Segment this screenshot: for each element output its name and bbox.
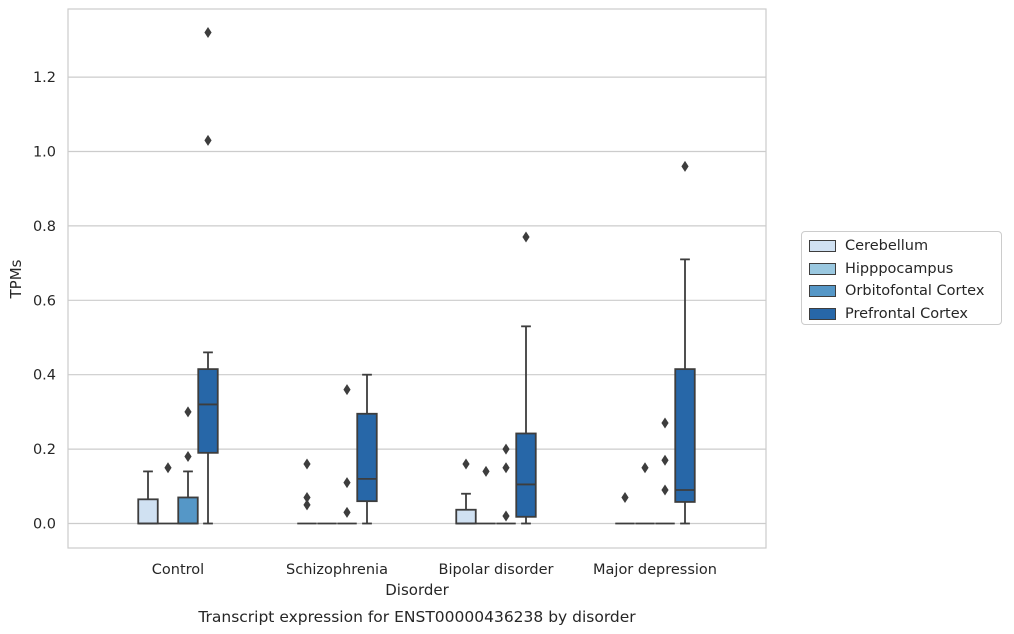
legend-label: Orbitofontal Cortex — [845, 283, 985, 300]
y-tick-label: 0.0 — [33, 517, 56, 533]
box-cerebellum-schizophrenia — [297, 458, 317, 525]
legend-swatch — [809, 285, 836, 298]
box-prefrontal-cortex-schizophrenia — [356, 373, 378, 525]
x-axis-label: Disorder — [385, 581, 449, 599]
y-tick-label: 1.2 — [33, 70, 56, 86]
legend-item: Prefrontal Cortex — [808, 303, 1001, 326]
box-cerebellum-bipolar-disorder — [455, 458, 477, 525]
outlier-point — [661, 454, 669, 466]
legend-item: Hipppocampus — [808, 258, 1001, 281]
iqr-box — [137, 498, 159, 525]
outlier-point — [303, 499, 311, 511]
x-tick-label: Major depression — [593, 562, 717, 578]
outlier-point — [502, 510, 510, 522]
box-orbitofontal-cortex-schizophrenia — [337, 384, 357, 525]
legend-label: Hipppocampus — [845, 260, 954, 277]
outlier-point — [204, 134, 212, 146]
iqr-box — [177, 496, 199, 525]
x-tick-label: Schizophrenia — [286, 562, 388, 578]
legend-item: Cerebellum — [808, 235, 1001, 258]
y-tick-label: 0.4 — [33, 368, 56, 384]
outlier-point — [303, 458, 311, 470]
outlier-point — [621, 491, 629, 503]
legend-swatch — [809, 240, 836, 253]
outlier-point — [661, 417, 669, 429]
y-axis-label: TPMs — [7, 259, 25, 299]
box-prefrontal-cortex-bipolar-disorder — [515, 231, 537, 525]
iqr-box — [356, 412, 378, 503]
legend-item: Orbitofontal Cortex — [808, 280, 1001, 303]
plot-frame — [67, 8, 767, 549]
outlier-point — [343, 477, 351, 489]
x-tick-label: Bipolar disorder — [439, 562, 554, 578]
outlier-point — [641, 462, 649, 474]
outlier-point — [522, 231, 530, 243]
outlier-point — [681, 160, 689, 172]
y-tick-label: 0.2 — [33, 442, 56, 458]
outlier-point — [482, 465, 490, 477]
box-hipppocampus-major-depression — [635, 462, 655, 525]
iqr-box — [674, 368, 696, 503]
legend-swatch — [809, 262, 836, 275]
outlier-point — [184, 406, 192, 418]
outlier-point — [502, 443, 510, 455]
y-tick-label: 0.6 — [33, 293, 56, 309]
legend: Cerebellum Hipppocampus Orbitofontal Corte… — [801, 231, 1002, 325]
outlier-point — [343, 384, 351, 396]
y-tick-label: 1.0 — [33, 145, 56, 161]
outlier-point — [303, 491, 311, 503]
legend-label: Prefrontal Cortex — [845, 306, 968, 323]
box-orbitofontal-cortex-major-depression — [655, 417, 675, 525]
box-cerebellum-control — [137, 470, 159, 525]
outlier-point — [343, 506, 351, 518]
box-cerebellum-major-depression — [615, 491, 635, 525]
box-orbitofontal-cortex-bipolar-disorder — [496, 443, 516, 525]
iqr-box — [515, 432, 537, 518]
legend-label: Cerebellum — [845, 238, 929, 255]
legend-swatch — [809, 308, 836, 321]
x-tick-label: Control — [152, 562, 204, 578]
outlier-point — [204, 26, 212, 38]
box-prefrontal-cortex-major-depression — [674, 160, 696, 525]
iqr-box — [197, 368, 219, 454]
outlier-point — [184, 451, 192, 463]
box-prefrontal-cortex-control — [197, 26, 219, 525]
outlier-point — [164, 462, 172, 474]
outlier-point — [502, 462, 510, 474]
box-hipppocampus-control — [158, 462, 178, 525]
box-orbitofontal-cortex-control — [177, 406, 199, 525]
iqr-box — [455, 508, 477, 525]
box-hipppocampus-bipolar-disorder — [476, 465, 496, 525]
outlier-point — [661, 484, 669, 496]
y-tick-label: 0.8 — [33, 219, 56, 235]
outlier-point — [462, 458, 470, 470]
chart-title: Transcript expression for ENST0000043623… — [197, 608, 636, 626]
